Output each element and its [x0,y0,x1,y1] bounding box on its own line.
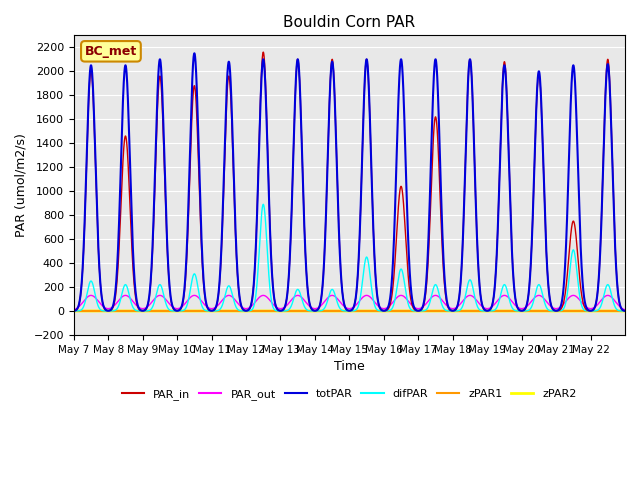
Y-axis label: PAR (umol/m2/s): PAR (umol/m2/s) [15,133,28,237]
Text: BC_met: BC_met [85,45,137,58]
Legend: PAR_in, PAR_out, totPAR, difPAR, zPAR1, zPAR2: PAR_in, PAR_out, totPAR, difPAR, zPAR1, … [118,384,581,404]
Title: Bouldin Corn PAR: Bouldin Corn PAR [284,15,415,30]
X-axis label: Time: Time [334,360,365,373]
